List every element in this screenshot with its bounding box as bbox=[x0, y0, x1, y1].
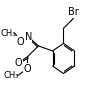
Text: O: O bbox=[24, 64, 31, 74]
Text: N: N bbox=[25, 32, 32, 42]
Text: CH₃: CH₃ bbox=[4, 71, 19, 80]
Text: Br: Br bbox=[68, 7, 79, 17]
Text: CH₃: CH₃ bbox=[0, 29, 16, 38]
Text: O: O bbox=[17, 37, 25, 47]
Text: O: O bbox=[14, 58, 22, 68]
